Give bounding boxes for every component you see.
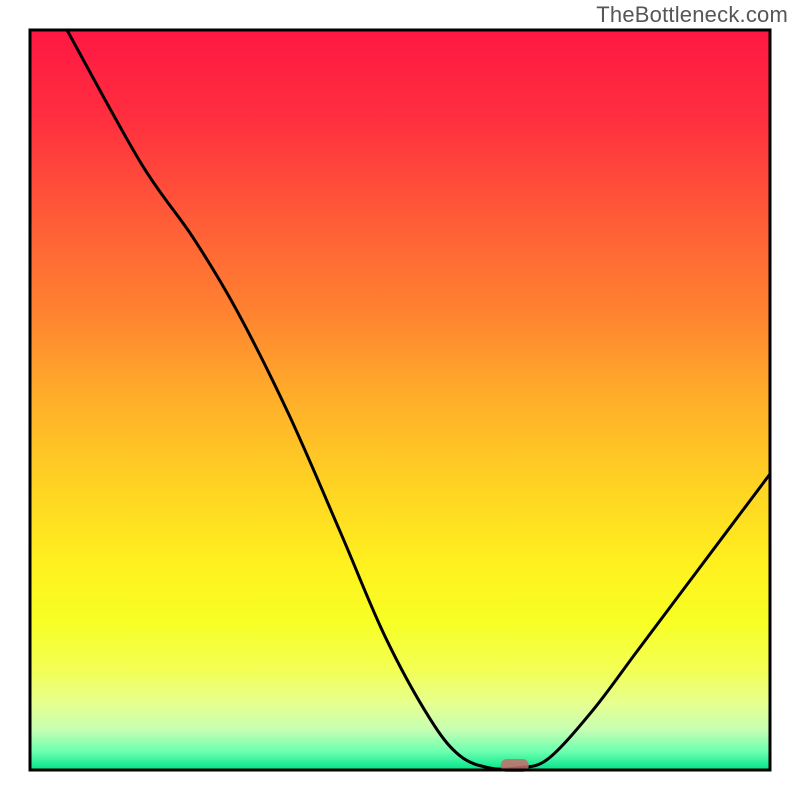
watermark-text: TheBottleneck.com (596, 2, 788, 28)
chart-container: TheBottleneck.com (0, 0, 800, 800)
bottleneck-chart (0, 0, 800, 800)
plot-background (30, 30, 770, 770)
